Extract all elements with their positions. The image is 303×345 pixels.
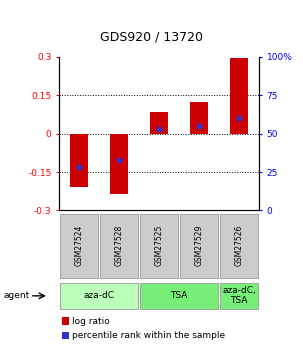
Bar — [70, 134, 88, 187]
Text: GSM27529: GSM27529 — [195, 225, 204, 266]
Bar — [140, 214, 178, 278]
Bar — [140, 283, 218, 309]
Text: GSM27524: GSM27524 — [75, 225, 84, 266]
Text: log ratio: log ratio — [72, 316, 110, 326]
Bar — [100, 214, 138, 278]
Bar — [110, 134, 128, 194]
Text: GSM27526: GSM27526 — [235, 225, 244, 266]
Text: GDS920 / 13720: GDS920 / 13720 — [100, 30, 203, 43]
Bar — [220, 214, 258, 278]
Bar — [60, 214, 98, 278]
Bar — [230, 58, 248, 134]
Bar — [150, 112, 168, 134]
Text: GSM27525: GSM27525 — [155, 225, 164, 266]
Bar — [220, 283, 258, 309]
Text: TSA: TSA — [170, 291, 188, 300]
Text: GSM27528: GSM27528 — [115, 225, 124, 266]
Bar — [180, 214, 218, 278]
Text: aza-dC: aza-dC — [84, 291, 115, 300]
Text: agent: agent — [3, 291, 29, 300]
Text: percentile rank within the sample: percentile rank within the sample — [72, 331, 225, 340]
Text: aza-dC,
TSA: aza-dC, TSA — [222, 286, 256, 305]
Bar — [190, 102, 208, 134]
Bar — [60, 283, 138, 309]
